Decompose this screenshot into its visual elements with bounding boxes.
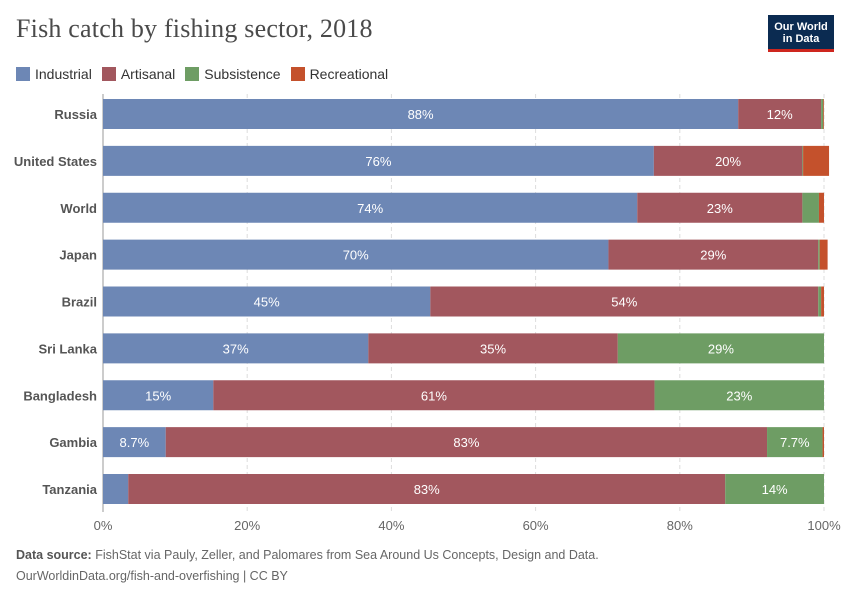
chart-title: Fish catch by fishing sector, 2018: [16, 14, 373, 43]
bar-segment-artisanal: [430, 286, 819, 317]
data-label: 15%: [145, 388, 171, 403]
bar-segment-artisanal: [165, 427, 768, 458]
x-tick-label: 20%: [234, 518, 260, 533]
bar-segment-artisanal: [608, 239, 819, 270]
data-label: 83%: [453, 435, 479, 450]
category-label: Sri Lanka: [38, 341, 97, 356]
data-label: 83%: [414, 482, 440, 497]
bar-segment-subsistence: [818, 286, 822, 317]
bar-segment-subsistence: [802, 192, 819, 223]
bar-segment-recreational: [803, 145, 830, 176]
bar-segment-industrial: [103, 380, 214, 411]
source-note: Data source: FishStat via Pauly, Zeller,…: [16, 548, 599, 562]
legend-label-artisanal: Artisanal: [120, 66, 176, 82]
legend-swatch-artisanal: [101, 67, 116, 81]
data-label: 23%: [707, 201, 733, 216]
bar-segment-subsistence: [802, 145, 804, 176]
bar-segment-industrial: [103, 427, 166, 458]
bar-segment-subsistence: [767, 427, 823, 458]
bar-segment-industrial: [103, 239, 609, 270]
bar-segment-artisanal: [653, 145, 803, 176]
bar-segment-industrial: [103, 333, 369, 364]
category-label: Gambia: [49, 435, 97, 450]
bar-segment-recreational: [822, 427, 824, 458]
category-label: Bangladesh: [23, 388, 97, 403]
logo-accent-bar: [768, 49, 834, 52]
data-label: 45%: [254, 295, 280, 310]
legend-item-recreational[interactable]: Recreational: [290, 66, 389, 82]
legend-swatch-industrial: [16, 67, 30, 81]
x-tick-label: 0%: [94, 518, 113, 533]
bar-segment-subsistence: [821, 99, 824, 129]
data-label: 29%: [708, 341, 734, 356]
data-label: 61%: [421, 388, 447, 403]
bar-segment-industrial: [103, 474, 129, 504]
owid-logo[interactable]: Our World in Data: [768, 15, 834, 52]
bar-segment-subsistence: [617, 333, 824, 364]
data-label: 74%: [357, 201, 383, 216]
source-label: Data source:: [16, 548, 92, 562]
data-label: 7.7%: [780, 435, 810, 450]
logo-line-1: Our World: [774, 21, 828, 33]
bar-segment-industrial: [103, 99, 739, 129]
data-label: 37%: [223, 341, 249, 356]
data-label: 12%: [767, 107, 793, 122]
bar-segment-subsistence: [725, 474, 824, 504]
legend-swatch-recreational: [290, 67, 305, 81]
bar-segment-industrial: [103, 192, 638, 223]
bar-segment-industrial: [103, 145, 654, 176]
source-text: FishStat via Pauly, Zeller, and Palomare…: [95, 548, 599, 562]
bar-segment-artisanal: [637, 192, 803, 223]
bar-segment-recreational: [818, 192, 824, 223]
x-tick-label: 60%: [523, 518, 549, 533]
category-label: United States: [14, 154, 97, 169]
data-label: 88%: [408, 107, 434, 122]
legend-item-artisanal[interactable]: Artisanal: [101, 66, 176, 82]
bar-segment-artisanal: [738, 99, 822, 129]
data-label: 70%: [343, 248, 369, 263]
legend-label-industrial: Industrial: [35, 66, 92, 82]
x-tick-label: 100%: [807, 518, 841, 533]
legend-swatch-subsistence: [185, 67, 200, 81]
bar-segment-recreational: [821, 286, 824, 317]
bar-segment-artisanal: [213, 380, 655, 411]
bar-segment-recreational: [823, 99, 824, 129]
data-label: 29%: [700, 248, 726, 263]
legend-item-industrial[interactable]: Industrial: [16, 66, 92, 82]
legend-label-subsistence: Subsistence: [204, 66, 281, 82]
chart-legend: Industrial Artisanal Subsistence Recreation…: [16, 66, 398, 82]
data-label: 76%: [365, 154, 391, 169]
data-label: 14%: [762, 482, 788, 497]
x-tick-label: 40%: [378, 518, 404, 533]
data-label: 54%: [611, 295, 637, 310]
bar-segment-recreational: [819, 239, 828, 270]
stacked-bar-chart: 0% 20% 40% 60% 80% 100% Russia 88% 12% United Sta…: [14, 94, 841, 533]
category-label: Russia: [54, 107, 97, 122]
data-label: 8.7%: [120, 435, 150, 450]
category-label: Tanzania: [42, 482, 97, 497]
category-label: Brazil: [62, 295, 97, 310]
category-label: World: [60, 201, 97, 216]
legend-item-subsistence[interactable]: Subsistence: [185, 66, 281, 82]
data-label: 20%: [715, 154, 741, 169]
data-label: 35%: [480, 341, 506, 356]
x-tick-label: 80%: [667, 518, 693, 533]
bar-segment-industrial: [103, 286, 431, 317]
legend-label-recreational: Recreational: [309, 66, 389, 82]
bar-segment-subsistence: [818, 239, 820, 270]
bar-segment-subsistence: [654, 380, 824, 411]
source-url[interactable]: OurWorldinData.org/fish-and-overfishing …: [16, 569, 288, 583]
data-label: 23%: [726, 388, 752, 403]
category-label: Japan: [59, 248, 97, 263]
bar-segment-artisanal: [368, 333, 618, 364]
bar-segment-artisanal: [128, 474, 726, 504]
logo-line-2: in Data: [782, 33, 820, 45]
